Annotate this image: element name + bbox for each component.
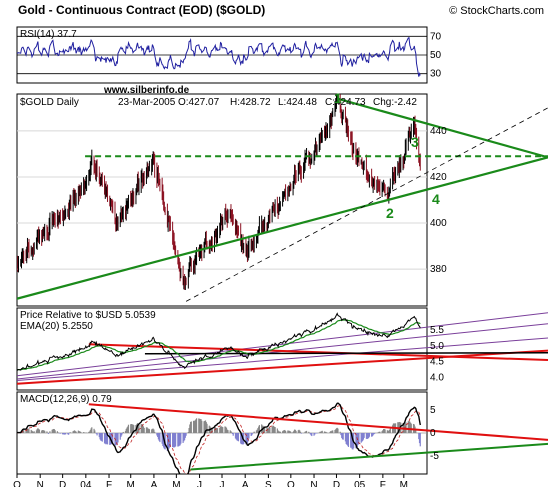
- macd-series: [17, 402, 548, 474]
- rsi-line: [17, 37, 421, 77]
- relative-tick-label: 5.5: [430, 325, 444, 336]
- channel-dashed-line: [185, 107, 548, 302]
- wave-label-4: 4: [432, 191, 440, 207]
- x-tick-label: O: [287, 480, 295, 487]
- x-tick-label: M: [172, 480, 180, 487]
- wave-label-2: 2: [386, 205, 394, 221]
- x-tick-label: D: [333, 480, 340, 487]
- relative-channel-line: [17, 312, 548, 377]
- x-tick-label: M: [400, 480, 408, 487]
- ema-label: EMA(20) 5.2550: [20, 321, 93, 332]
- x-tick-label: J: [197, 480, 202, 487]
- x-tick-label: N: [37, 480, 44, 487]
- macd-support-line: [190, 442, 548, 471]
- chart-title: Gold - Continuous Contract (EOD) ($GOLD): [18, 3, 265, 17]
- price-low: L:424.48: [278, 97, 317, 108]
- triangle-lower-line: [17, 156, 548, 300]
- relative-tick-label: 4.0: [430, 372, 444, 383]
- x-tick-label: A: [151, 480, 158, 487]
- price-panel: [16, 93, 428, 307]
- relative-ema-line: [17, 319, 421, 371]
- x-tick-label: F: [380, 480, 386, 487]
- price-close: C:424.73: [325, 97, 366, 108]
- x-tick-label: M: [127, 480, 135, 487]
- rsi-label: RSI(14) 37.7: [20, 29, 77, 40]
- price-change: Chg:-2.42: [373, 97, 417, 108]
- x-tick-label: N: [310, 480, 317, 487]
- price-high: H:428.72: [230, 97, 271, 108]
- relative-line: [17, 312, 421, 371]
- relative-tick-label: 4.5: [430, 357, 444, 368]
- watermark: www.silberinfo.de: [103, 85, 190, 96]
- relative-channel-line: [17, 337, 548, 382]
- macd-tick-label: -5: [430, 451, 439, 462]
- relative-resistance-line: [88, 343, 548, 362]
- price-label: $GOLD Daily: [20, 97, 79, 108]
- x-tick-label: A: [242, 480, 249, 487]
- x-tick-label: S: [265, 480, 272, 487]
- relative-flat-line: [144, 352, 548, 355]
- macd-tick-label: 0: [430, 428, 436, 439]
- price-tick-label: 400: [430, 218, 447, 229]
- relative-tick-label: 5.0: [430, 341, 444, 352]
- x-tick-label: D: [59, 480, 66, 487]
- price-tick-label: 380: [430, 264, 447, 275]
- rsi-series: [17, 35, 427, 77]
- source-credit: © StockCharts.com: [449, 5, 544, 17]
- x-tick-label: O: [13, 480, 21, 487]
- wave-label-3: 3: [411, 134, 419, 150]
- x-tick-label: J: [220, 480, 225, 487]
- x-tick-label: 04: [80, 480, 92, 487]
- price-tick-label: 420: [430, 172, 447, 183]
- macd-resistance-line: [88, 403, 548, 441]
- relative-series: [17, 312, 548, 385]
- wave-label-1: 1: [334, 90, 342, 106]
- x-tick-label: 05: [354, 480, 366, 487]
- price-open: O:427.07: [178, 97, 220, 108]
- price-series: [17, 94, 548, 302]
- macd-tick-label: 5: [430, 405, 436, 416]
- rsi-tick-label: 70: [430, 31, 442, 42]
- rsi-tick-label: 50: [430, 50, 442, 61]
- price-date: 23-Mar-2005: [118, 97, 176, 108]
- macd-line: [17, 402, 421, 474]
- relative-label: Price Relative to $USD 5.0539: [20, 310, 156, 321]
- triangle-upper-line: [336, 97, 548, 159]
- rsi-tick-label: 30: [430, 69, 442, 80]
- x-tick-label: F: [106, 480, 112, 487]
- macd-label: MACD(12,26,9) 0.79: [20, 394, 112, 405]
- price-tick-label: 440: [430, 126, 447, 137]
